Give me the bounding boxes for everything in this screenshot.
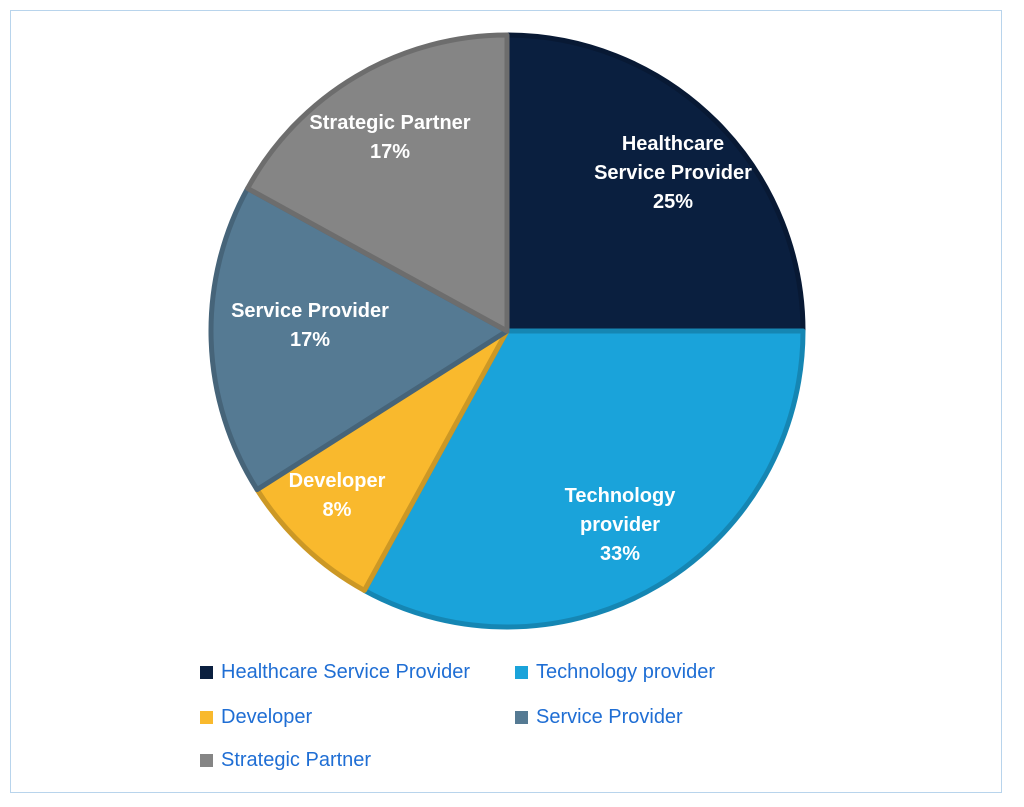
slice-name-line: Technology bbox=[565, 485, 677, 507]
slice-name-line: Strategic Partner bbox=[309, 112, 470, 134]
pie-chart: Healthcare Service Provider 25% Technology p… bbox=[208, 32, 806, 630]
pie-slice-developer bbox=[254, 328, 510, 593]
legend-item-technology-provider: Technology provider bbox=[515, 657, 715, 687]
legend-item-developer: Developer bbox=[200, 702, 312, 732]
pie-slice-healthcare-service-provider bbox=[504, 32, 806, 334]
pie-slice-service-provider bbox=[208, 185, 510, 493]
legend-swatch-developer bbox=[200, 710, 213, 724]
slice-label-strategic-partner: Strategic Partner 17% bbox=[309, 112, 470, 163]
legend-item-healthcare-service-provider: Healthcare Service Provider bbox=[200, 657, 470, 687]
legend-swatch-service-provider bbox=[515, 710, 528, 724]
chart-legend: Healthcare Service Provider Technology p… bbox=[200, 657, 800, 777]
legend-item-service-provider: Service Provider bbox=[515, 702, 683, 732]
slice-value-label: 33% bbox=[600, 543, 640, 565]
legend-label-healthcare-service-provider: Healthcare Service Provider bbox=[221, 660, 470, 683]
slice-name-line: Healthcare bbox=[622, 133, 724, 155]
slice-value-label: 17% bbox=[370, 141, 410, 163]
legend-label-technology-provider: Technology provider bbox=[536, 660, 715, 683]
slice-name-line: Service Provider bbox=[594, 162, 752, 184]
slice-label-service-provider: Service Provider 17% bbox=[231, 300, 389, 351]
pie-slice-strategic-partner bbox=[245, 32, 510, 334]
slice-value-label: 17% bbox=[290, 329, 330, 351]
legend-label-strategic-partner: Strategic Partner bbox=[221, 748, 372, 771]
legend-swatch-strategic-partner bbox=[200, 753, 213, 767]
legend-swatch-healthcare-service-provider bbox=[200, 665, 213, 679]
slice-label-healthcare-service-provider: Healthcare Service Provider 25% bbox=[594, 133, 752, 213]
legend-label-developer: Developer bbox=[221, 705, 313, 728]
slice-label-technology-provider: Technology provider 33% bbox=[565, 485, 677, 565]
slice-value-label: 25% bbox=[653, 191, 693, 213]
legend-item-strategic-partner: Strategic Partner bbox=[200, 745, 371, 775]
slice-name-line: Service Provider bbox=[231, 300, 389, 322]
legend-swatch-technology-provider bbox=[515, 665, 528, 679]
pie-slice-technology-provider bbox=[361, 328, 806, 630]
slice-name-line: Developer bbox=[289, 470, 386, 492]
legend-label-service-provider: Service Provider bbox=[536, 705, 683, 728]
chart-frame bbox=[10, 10, 1002, 793]
slice-name-line: provider bbox=[580, 514, 660, 536]
slice-value-label: 8% bbox=[323, 499, 352, 521]
slice-label-developer: Developer 8% bbox=[289, 470, 386, 521]
